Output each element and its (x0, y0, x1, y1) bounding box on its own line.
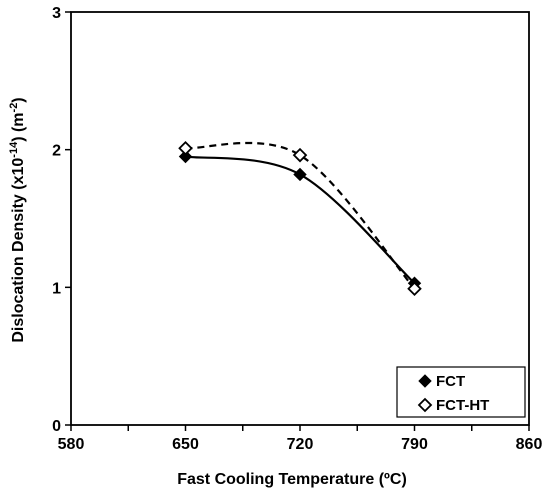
x-tick-label: 650 (172, 436, 199, 453)
x-axis-title: Fast Cooling Temperature (ºC) (177, 471, 407, 488)
x-tick-label: 720 (287, 436, 314, 453)
data-point-fct (178, 149, 193, 164)
data-point-fct (293, 167, 307, 182)
y-tick-label: 0 (52, 418, 61, 435)
y-tick-label: 3 (52, 5, 61, 22)
legend-label-fct: FCT (436, 373, 465, 390)
y-tick-label: 1 (52, 280, 61, 297)
y-axis-title-part: Dislocation Density (x10 (10, 158, 27, 343)
data-markers (178, 141, 422, 296)
trend-line-fct-ht (185, 141, 416, 290)
plot-area (70, 11, 530, 426)
y-axis-title-part: ) (m (10, 112, 27, 141)
data-point-fct-ht (407, 281, 422, 296)
legend-label-fct-ht: FCT-HT (436, 397, 489, 414)
x-tick-label: 860 (516, 436, 543, 453)
legend-marker-fct-ht (417, 397, 433, 413)
x-tick-label: 580 (58, 436, 85, 453)
y-axis-title-part: ) (10, 97, 27, 102)
y-axis-title: Dislocation Density (x10-14) (m-2) (8, 97, 27, 342)
data-point-fct-ht (292, 147, 308, 163)
legend-box (396, 366, 526, 418)
y-tick-label: 2 (52, 143, 61, 160)
legend: FCT FCT-HT (396, 366, 526, 418)
plot-border (70, 11, 530, 426)
y-axis-title-superscript: -2 (8, 103, 20, 113)
trend-lines (185, 141, 416, 290)
tick-labels: 580 650 720 790 860 0 1 2 3 (52, 5, 542, 453)
y-axis-title-superscript: -14 (8, 141, 20, 158)
legend-marker-fct (418, 374, 432, 388)
data-point-fct-ht (178, 141, 193, 156)
axis-ticks (65, 11, 530, 431)
x-tick-label: 790 (401, 436, 428, 453)
